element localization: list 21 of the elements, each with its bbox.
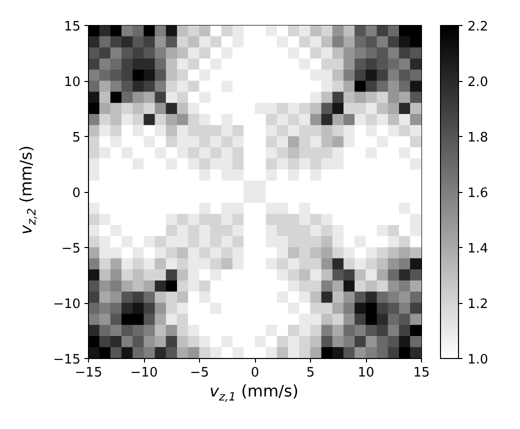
y-tick-label: 10 xyxy=(64,75,81,90)
y-tick-label: −10 xyxy=(53,297,81,312)
color-bar-label: 1.4 xyxy=(468,242,488,256)
x-tick-label: −10 xyxy=(130,366,158,380)
x-tick-label: 10 xyxy=(358,366,374,380)
y-tick-label: 0 xyxy=(72,186,81,201)
color-bar-label: 2.0 xyxy=(468,75,488,90)
x-tick-label: 5 xyxy=(306,366,315,380)
y-tick-label: 5 xyxy=(72,130,81,146)
color-bar-label: 2.2 xyxy=(468,20,488,34)
x-tick-label: 15 xyxy=(413,366,430,380)
color-bar-label: 1.8 xyxy=(468,130,488,146)
y-tick-label: 15 xyxy=(64,20,81,34)
color-bar-label: 1.6 xyxy=(468,186,488,201)
color-bar-label: 1.0 xyxy=(468,352,488,368)
y-tick-label: −5 xyxy=(61,242,81,256)
x-tick-label: −5 xyxy=(190,366,210,380)
color-bar-label: 1.2 xyxy=(468,297,488,312)
x-tick-label: 0 xyxy=(250,366,260,380)
x-axis-title: v$_{z,1}$ (mm/s) xyxy=(210,382,298,404)
y-tick-label: −15 xyxy=(53,352,81,368)
